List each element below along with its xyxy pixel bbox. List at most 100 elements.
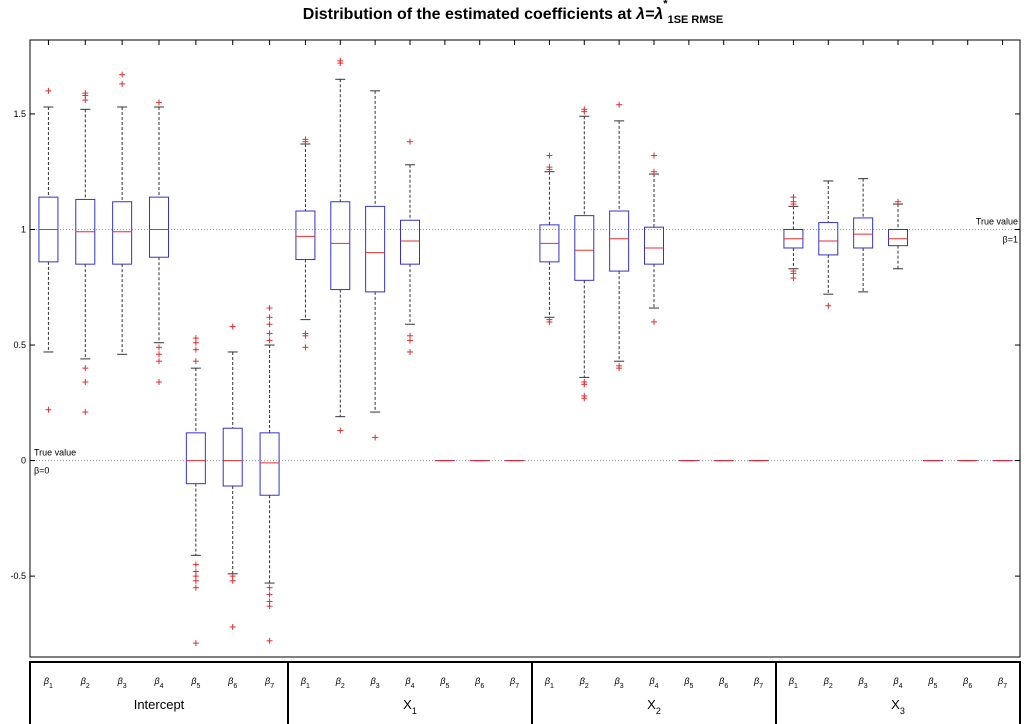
y-tick-label: 1 — [21, 224, 26, 234]
chart-title: Distribution of the estimated coefficien… — [0, 0, 1026, 26]
outlier — [546, 166, 553, 173]
outlier — [790, 275, 797, 282]
box-label: β2 — [823, 676, 833, 690]
box-0-6 — [259, 305, 280, 644]
box-0-0 — [38, 87, 59, 413]
box-label-subscript: 3 — [376, 683, 380, 690]
outlier — [119, 80, 126, 87]
outlier — [825, 302, 832, 309]
outlier — [192, 640, 199, 647]
box-label: β3 — [858, 676, 868, 690]
box-label-subscript: 3 — [620, 683, 624, 690]
box-label-subscript: 7 — [270, 683, 274, 690]
outlier — [229, 577, 236, 584]
box-3-2 — [853, 178, 874, 293]
box-rect — [853, 217, 874, 249]
box-1-2 — [365, 90, 386, 441]
outlier — [266, 321, 273, 328]
outlier — [192, 577, 199, 584]
box-2-1 — [574, 106, 595, 402]
box-label-subscript: 3 — [123, 683, 127, 690]
title-lambda: λ=λ — [636, 6, 664, 23]
box-rect — [400, 219, 420, 265]
box-label: β1 — [300, 676, 310, 690]
group-label-subscript: 3 — [900, 706, 905, 716]
box-label: β7 — [753, 676, 763, 690]
outlier — [82, 379, 89, 386]
group-label: X3 — [891, 697, 905, 716]
y-tick-label: 1.5 — [13, 109, 26, 119]
box-label: β5 — [683, 676, 693, 690]
outlier — [156, 379, 162, 386]
outlier — [337, 427, 344, 434]
reference-label-line2: β=1 — [1003, 234, 1018, 244]
box-label-subscript: 5 — [933, 683, 937, 690]
outlier — [651, 168, 657, 175]
box-label-subscript: 2 — [86, 683, 90, 690]
y-tick-label: 0 — [21, 456, 26, 466]
box-label-subscript: 6 — [724, 683, 728, 690]
box-rect — [330, 201, 351, 291]
box-rect — [609, 210, 630, 272]
box-label: β6 — [718, 676, 728, 690]
outlier — [302, 138, 309, 145]
box-3-0 — [783, 194, 804, 282]
outlier — [266, 305, 273, 312]
outlier — [82, 365, 89, 372]
box-label-subscript: 6 — [968, 683, 972, 690]
outlier — [581, 381, 588, 388]
group-label: X1 — [403, 697, 417, 716]
box-1-3 — [400, 138, 420, 355]
box-label: β1 — [43, 676, 53, 690]
box-rect — [365, 205, 386, 293]
box-label-subscript: 4 — [411, 683, 415, 690]
group-label-frame — [29, 661, 289, 724]
reference-label-line2: β=0 — [34, 466, 49, 476]
box-rect — [259, 432, 280, 496]
y-tick-label: -0.5 — [10, 571, 26, 581]
boxes — [38, 57, 1013, 647]
box-label-subscript: 7 — [759, 683, 763, 690]
outlier — [407, 348, 413, 355]
outlier — [372, 434, 379, 441]
group-label: X2 — [647, 697, 661, 716]
box-0-5 — [222, 323, 243, 630]
outlier — [266, 337, 273, 344]
outlier — [266, 584, 273, 591]
box-label-subscript: 4 — [899, 683, 903, 690]
box-label-subscript: 5 — [196, 683, 200, 690]
outlier — [266, 314, 273, 321]
box-label-subscript: 1 — [794, 683, 798, 690]
box-label-subscript: 1 — [550, 683, 554, 690]
box-1-0 — [295, 136, 316, 351]
outlier — [266, 591, 273, 598]
outlier — [407, 138, 413, 145]
box-label: β4 — [153, 676, 163, 690]
reference-label-line1: True value — [976, 216, 1018, 226]
outlier — [895, 198, 901, 205]
box-label-subscript: 2 — [341, 683, 345, 690]
plot-frame — [29, 39, 1021, 658]
box-label-subscript: 5 — [445, 683, 449, 690]
box-label-subscript: 6 — [233, 683, 237, 690]
box-label: β2 — [80, 676, 90, 690]
box-0-2 — [112, 71, 133, 355]
box-label-subscript: 2 — [585, 683, 589, 690]
box-rect — [149, 196, 169, 258]
box-label-subscript: 3 — [864, 683, 868, 690]
box-label-subscript: 4 — [160, 683, 164, 690]
box-label: β4 — [404, 676, 414, 690]
group-label-frame — [287, 661, 533, 724]
box-0-1 — [75, 90, 96, 416]
box-label: β6 — [962, 676, 972, 690]
box-rect — [644, 226, 664, 265]
box-label: β3 — [117, 676, 127, 690]
box-rect — [112, 201, 133, 265]
outlier — [192, 584, 199, 591]
outlier — [156, 344, 162, 351]
box-2-3 — [644, 152, 664, 325]
group-label-frame — [775, 661, 1021, 724]
title-main: Distribution of the estimated coefficien… — [302, 6, 637, 23]
outlier — [192, 346, 199, 353]
box-0-4 — [185, 335, 206, 647]
